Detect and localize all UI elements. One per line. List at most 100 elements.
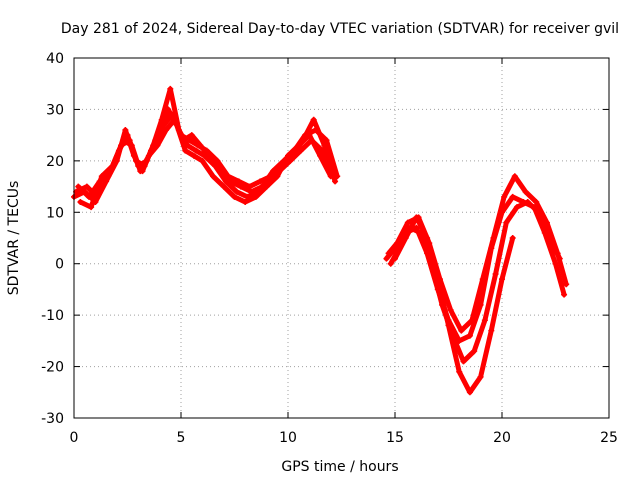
data-point: [535, 209, 542, 216]
data-point: [237, 183, 244, 190]
data-point: [109, 163, 116, 169]
data-point: [124, 132, 131, 139]
data-point: [280, 157, 287, 164]
data-point: [511, 173, 518, 180]
data-point: [392, 255, 398, 262]
data-point: [477, 373, 484, 380]
series-line: [392, 214, 516, 395]
data-point: [477, 301, 484, 308]
data-point: [227, 178, 234, 185]
data-point: [424, 235, 431, 241]
data-point: [137, 168, 144, 175]
series-line: [386, 173, 569, 334]
data-point: [501, 193, 508, 200]
data-point: [190, 152, 197, 159]
data-point: [481, 317, 488, 324]
data-point: [167, 85, 174, 92]
data-point: [180, 137, 187, 144]
series-track-1d: [77, 116, 341, 211]
data-point: [561, 291, 568, 298]
data-point: [145, 152, 152, 159]
data-point: [563, 281, 570, 288]
data-point: [188, 132, 195, 139]
data-point: [434, 276, 441, 283]
data-point: [233, 188, 240, 195]
data-point: [456, 368, 463, 375]
data-point: [460, 358, 467, 365]
data-point: [503, 219, 510, 226]
data-point: [471, 348, 478, 355]
data-point: [197, 142, 204, 149]
data-point: [152, 137, 159, 144]
series-track-1b: [73, 85, 336, 200]
chart-title: Day 281 of 2024, Sidereal Day-to-day VTE…: [61, 21, 619, 37]
x-tick-label: 10: [279, 430, 297, 446]
data-point: [169, 111, 176, 118]
plot-frame: [73, 57, 610, 419]
data-point: [192, 147, 199, 154]
data-point: [171, 116, 178, 123]
data-point: [182, 147, 189, 154]
data-point: [332, 178, 339, 185]
data-point: [75, 183, 82, 190]
data-point: [458, 327, 465, 334]
series-line: [77, 117, 340, 210]
x-axis-label: GPS time / hours: [281, 459, 398, 475]
data-point: [394, 240, 401, 247]
x-tick-label: 25: [600, 430, 618, 446]
ticks: 0 5 10 15 20 25 -30 -20 -10 0 10 20 30 40: [41, 51, 618, 446]
data-point: [216, 168, 223, 175]
data-point: [509, 193, 516, 200]
data-point: [383, 255, 390, 262]
x-tick-label: 15: [386, 430, 404, 446]
y-tick-label: 0: [55, 257, 64, 273]
data-point: [447, 307, 454, 313]
y-axis-label: SDTVAR / TECUs: [6, 181, 22, 296]
series-line: [73, 86, 336, 200]
data-point: [334, 173, 341, 180]
data-point: [404, 219, 411, 226]
x-tick-label: 0: [70, 430, 79, 446]
grid: [74, 58, 609, 418]
data-point: [257, 178, 264, 185]
data-point: [259, 183, 266, 190]
data-point: [242, 199, 249, 205]
data-point: [160, 121, 167, 128]
data-point: [402, 235, 409, 241]
y-tick-label: 30: [46, 102, 64, 118]
data-point: [83, 183, 90, 190]
data-point: [556, 255, 563, 262]
data-point: [158, 116, 165, 123]
y-tick-label: -30: [41, 411, 64, 427]
y-tick-label: 10: [46, 205, 64, 221]
data-point: [122, 127, 129, 133]
data-point: [387, 260, 394, 267]
data-point: [312, 127, 319, 133]
data-point: [220, 183, 227, 190]
data-point: [492, 271, 499, 277]
data-point: [302, 132, 309, 139]
data-point: [291, 147, 298, 154]
data-point: [244, 193, 251, 200]
data-point: [546, 235, 553, 241]
data-point: [205, 152, 212, 159]
data-point: [163, 127, 170, 133]
data-point: [524, 199, 531, 205]
x-tick-label: 20: [493, 430, 511, 446]
data-point: [199, 157, 206, 164]
data-point: [184, 142, 191, 149]
data-point: [490, 235, 497, 241]
y-tick-label: 20: [46, 154, 64, 170]
data-point: [98, 173, 105, 180]
data-point: [413, 214, 420, 221]
data-point: [248, 188, 255, 195]
data-point: [310, 116, 317, 123]
data-point: [231, 193, 238, 200]
data-point: [533, 199, 540, 205]
data-point: [85, 193, 92, 200]
series-track-2d: [392, 214, 516, 396]
data-point: [323, 137, 330, 144]
data-point: [513, 204, 520, 211]
data-point: [88, 204, 95, 211]
